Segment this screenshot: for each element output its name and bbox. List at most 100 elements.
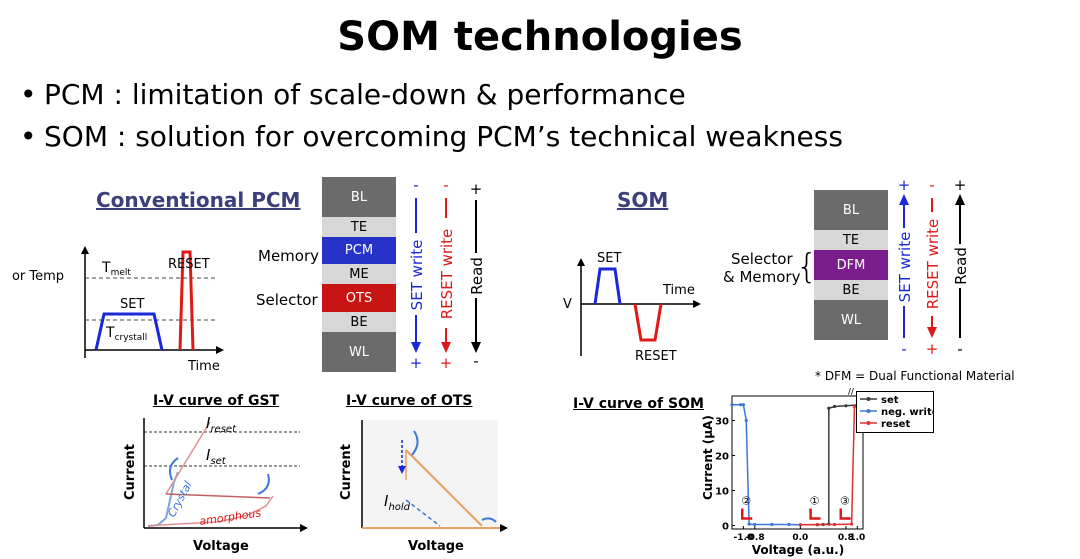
gst-iv-curve: Ireset Iset Crystal amorphous Current Vo… <box>123 414 308 554</box>
ots-snapback-line <box>405 449 483 527</box>
pcm-pulse-diagram: I or Temp Tmelt Tcrystall SET RESET Time <box>10 246 224 374</box>
som-chart-xlabel: Voltage (a.u.) <box>752 543 844 557</box>
gst-iset-label: Iset <box>206 446 227 467</box>
pcm-pulse-y-arrow-icon <box>81 246 89 254</box>
som-reset-top-sign: - <box>929 176 934 194</box>
pcm-arrows: - + SET write - + RESET write + - Read <box>408 178 482 370</box>
series-point-0-6 <box>844 404 848 408</box>
som-chart-ylabel: Current (μA) <box>701 415 715 500</box>
legend-label-0: set <box>881 395 899 406</box>
series-point-1-0 <box>730 403 734 407</box>
som-chart-annotations: ② ① ③ <box>740 495 851 520</box>
som-reset-bottom-sign: + <box>926 340 939 358</box>
som-reset-pulse <box>633 303 663 342</box>
x-tick-label-1: -0.8 <box>745 533 765 543</box>
bullet-pcm: • PCM : limitation of scale-down & perfor… <box>20 78 686 111</box>
pcm-set-bottom-sign: + <box>410 354 423 370</box>
pcm-y-label: I or Temp <box>10 269 64 284</box>
series-point-2-2 <box>832 522 837 527</box>
legend-marker-1 <box>866 409 871 413</box>
som-chart-ticks: 0 10 20 30 -1.0-0.8 0.0 0.81.0 <box>715 417 865 544</box>
ots-curve-arrow-2 <box>481 517 497 523</box>
pcm-pulse-x-arrow-icon <box>216 346 224 354</box>
ots-ylabel: Current <box>339 444 354 500</box>
som-set-top-sign: + <box>898 176 911 194</box>
ots-hold-line <box>405 499 441 527</box>
gst-curve-arrow-2 <box>257 473 270 495</box>
pcm-read-bottom-sign: - <box>473 352 478 370</box>
pcm-set-top-sign: - <box>413 178 418 194</box>
som-iv-chart: // Current (μA) Voltage (a.u.) 0 10 20 30 -1… <box>701 388 865 557</box>
som-arrows: + - SET write - + RESET write + - Read <box>896 176 970 358</box>
som-memory-label: & Memory <box>723 268 801 286</box>
series-point-1-2 <box>741 403 745 407</box>
pcm-reset-top-sign: - <box>443 178 448 194</box>
pcm-reset-label: RESET <box>168 257 210 272</box>
page-title: SOM technologies <box>337 14 743 60</box>
x-tick-label-4: 1.0 <box>849 533 865 543</box>
som-chart-frame <box>731 395 864 530</box>
x-tick-label-0: -1.0 <box>734 533 754 543</box>
som-time-label: Time <box>662 283 695 298</box>
legend-label-2: reset <box>881 419 910 430</box>
som-set-bottom-sign: - <box>901 340 906 358</box>
series-point-1-1 <box>738 403 743 407</box>
gst-xlabel: Voltage <box>193 539 249 554</box>
som-layer-wl: WL <box>814 300 888 340</box>
pcm-reset-bottom-sign: + <box>440 354 453 370</box>
pcm-layer-ots: OTS <box>322 284 396 312</box>
som-layer-te: TE <box>814 230 888 250</box>
pcm-selector-label: Selector <box>256 291 318 309</box>
som-layer-be: BE <box>814 280 888 300</box>
ots-down-arrow-icon <box>398 466 406 474</box>
pcm-set-arrow-icon <box>411 342 421 353</box>
bullet-dot-icon: • <box>20 120 37 153</box>
som-read-label: Read <box>952 247 970 285</box>
series-point-1-7 <box>787 522 791 527</box>
bullet-pcm-text: PCM : limitation of scale-down & perform… <box>44 78 686 111</box>
bullet-som-text: SOM : solution for overcoming PCM’s tech… <box>44 120 843 153</box>
annotation-0: ② <box>741 495 751 508</box>
som-reset-label: RESET <box>635 349 677 364</box>
som-layer-stack: BL TE DFM BE WL <box>814 190 888 340</box>
som-set-pulse <box>593 267 622 305</box>
som-read-bottom-sign: - <box>957 340 962 358</box>
som-reset-write-label: RESET write <box>924 219 942 310</box>
som-pulse-x-arrow-icon <box>693 300 701 308</box>
y-tick-label-0: 0 <box>722 522 729 533</box>
som-chart-series <box>730 403 862 527</box>
pcm-layer-bl: BL <box>322 177 396 217</box>
gst-curve-arrow <box>169 457 179 481</box>
som-iv-heading: I-V curve of SOM <box>573 396 704 412</box>
som-layer-bl: BL <box>814 190 888 230</box>
series-point-1-4 <box>747 522 751 526</box>
x-tick-label-2: 0.0 <box>792 533 808 543</box>
series-point-2-0 <box>798 523 802 527</box>
som-layer-dfm: DFM <box>814 250 888 280</box>
som-heading: SOM <box>617 188 669 212</box>
pcm-tcrystall-label: Tcrystall <box>105 325 147 343</box>
y-tick-label-2: 20 <box>715 452 729 463</box>
ots-xlabel: Voltage <box>408 539 464 554</box>
som-chart-break-label: // <box>848 388 855 397</box>
gst-x-arrow-icon <box>300 524 308 532</box>
legend-marker-2 <box>866 421 871 425</box>
annotation-marker-2 <box>839 508 851 520</box>
gst-snap-line <box>165 421 211 495</box>
gst-heading: I-V curve of GST <box>153 393 280 409</box>
y-tick-label-3: 30 <box>715 417 729 428</box>
series-point-1-5 <box>753 522 757 527</box>
ots-curve-arrow <box>411 430 419 456</box>
annotation-1: ① <box>810 495 820 508</box>
series-point-1-3 <box>744 418 748 423</box>
som-chart-legend: set neg. write reset <box>856 391 939 433</box>
pcm-memory-label: Memory <box>258 247 320 265</box>
gst-threshold-line <box>165 493 271 499</box>
pcm-heading: Conventional PCM <box>96 188 301 212</box>
som-set-label: SET <box>597 251 621 266</box>
som-v-label: V <box>563 297 572 312</box>
x-tick-label-3: 0.8 <box>838 533 854 543</box>
ots-iv-curve: Ihold Current Voltage <box>339 420 508 554</box>
pcm-reset-pulse <box>178 250 195 351</box>
